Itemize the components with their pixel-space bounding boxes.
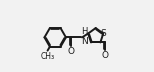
Text: S: S (101, 29, 106, 38)
Text: CH₃: CH₃ (40, 52, 54, 61)
Text: N: N (81, 37, 88, 46)
Text: O: O (101, 51, 108, 60)
Text: H: H (81, 27, 87, 36)
Text: O: O (67, 47, 74, 56)
